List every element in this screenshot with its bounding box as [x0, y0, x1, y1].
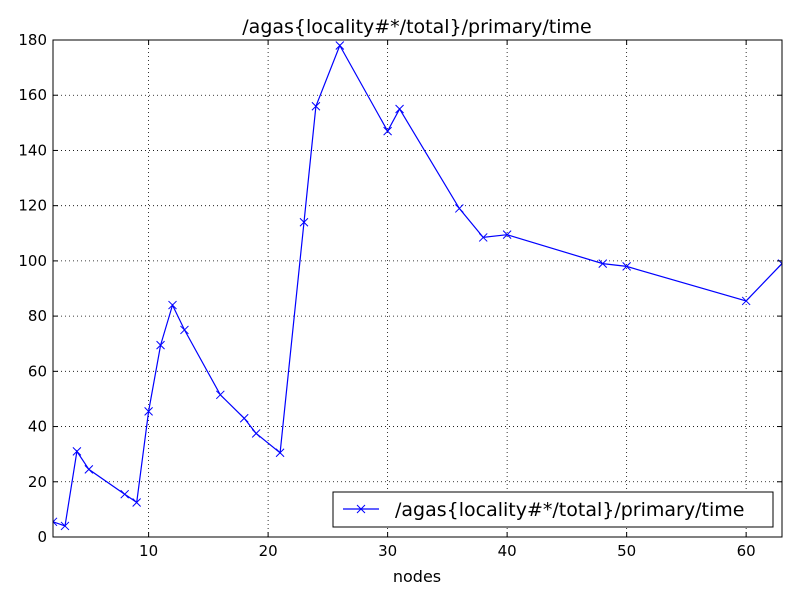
x-tick-label: 10 [139, 542, 158, 560]
y-tick-label: 120 [18, 197, 47, 215]
series-layer [53, 41, 782, 531]
plot-frame [52, 39, 783, 538]
data-point-marker [478, 233, 488, 242]
data-point-marker [251, 429, 261, 438]
series-group [53, 41, 782, 531]
x-tick-label: 50 [617, 542, 636, 560]
legend: /agas{locality#*/total}/primary/time [332, 491, 774, 528]
data-point-marker [299, 217, 309, 227]
data-point-marker [156, 340, 165, 350]
y-tick-label: 0 [37, 528, 47, 546]
y-tick-label: 180 [18, 31, 47, 49]
axis-ticks: 10 20 30 40 50 60 0 20 40 60 80 100 120 140 160 180 [18, 31, 782, 560]
data-point-marker [383, 126, 392, 136]
grid-lines [53, 40, 782, 537]
y-tick-label: 40 [28, 418, 47, 436]
data-point-marker [741, 296, 751, 306]
data-point-marker [132, 498, 142, 507]
data-point-marker [168, 300, 177, 310]
data-point-marker [215, 390, 225, 400]
y-tick-label: 160 [18, 86, 47, 104]
data-point-marker [60, 521, 70, 531]
legend-entry-label: /agas{locality#*/total}/primary/time [395, 499, 744, 521]
data-point-marker [622, 262, 631, 271]
legend-box [332, 491, 774, 528]
x-tick-label: 40 [498, 542, 517, 560]
y-tick-label: 80 [28, 307, 47, 325]
x-axis-label: nodes [393, 567, 441, 586]
data-point-marker [311, 101, 321, 111]
data-point-marker [454, 204, 464, 213]
data-point-marker [395, 104, 404, 114]
data-point-marker [72, 447, 82, 456]
y-tick-label: 140 [18, 141, 47, 159]
data-point-marker [144, 407, 153, 416]
data-point-marker [275, 448, 285, 458]
y-tick-label: 100 [18, 252, 47, 270]
data-point-marker [84, 464, 94, 474]
x-tick-label: 60 [737, 542, 756, 560]
data-point-marker [598, 259, 608, 269]
data-point-marker [335, 41, 345, 50]
x-tick-label: 20 [259, 542, 278, 560]
data-point-marker [239, 413, 249, 423]
data-point-marker [502, 230, 512, 240]
x-tick-label: 30 [378, 542, 397, 560]
data-point-marker [120, 489, 130, 499]
data-point-marker [53, 517, 58, 527]
data-point-marker [180, 325, 189, 335]
legend-marker-swatch [356, 504, 366, 514]
chart-title: /agas{locality#*/total}/primary/time [242, 16, 591, 38]
y-tick-label: 20 [28, 473, 47, 491]
y-tick-label: 60 [28, 362, 47, 380]
